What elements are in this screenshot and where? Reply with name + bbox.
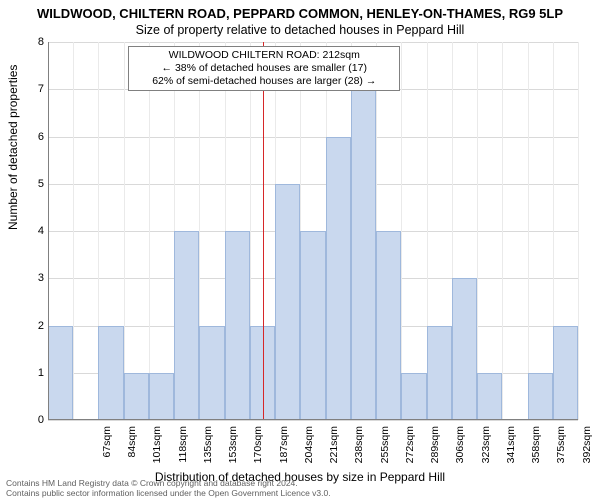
y-tick-label: 6 [26, 131, 44, 143]
histogram-bar [275, 184, 300, 420]
x-tick-label: 306sqm [454, 426, 466, 476]
gridline-h [48, 184, 578, 185]
histogram-bar [452, 278, 477, 420]
x-tick-label: 204sqm [303, 426, 315, 476]
gridline-v [477, 42, 478, 420]
gridline-v [401, 42, 402, 420]
x-tick-label: 323sqm [480, 426, 492, 476]
chart-title-line1: WILDWOOD, CHILTERN ROAD, PEPPARD COMMON,… [0, 0, 600, 21]
x-tick-label: 392sqm [581, 426, 593, 476]
histogram-bar [376, 231, 401, 420]
gridline-v [149, 42, 150, 420]
x-tick-label: 221sqm [328, 426, 340, 476]
histogram-bar [48, 326, 73, 421]
chart-plot-area: 01234567867sqm84sqm101sqm118sqm135sqm153… [48, 42, 578, 420]
footer-line2: Contains public sector information licen… [6, 488, 331, 498]
x-tick-label: 358sqm [530, 426, 542, 476]
histogram-bar [149, 373, 174, 420]
histogram-bar [174, 231, 199, 420]
x-tick-label: 375sqm [555, 426, 567, 476]
annotation-line2: ← 38% of detached houses are smaller (17… [133, 62, 395, 75]
y-tick-label: 5 [26, 178, 44, 190]
x-tick-label: 272sqm [404, 426, 416, 476]
footer-attribution: Contains HM Land Registry data © Crown c… [6, 478, 331, 498]
y-tick-label: 7 [26, 83, 44, 95]
annotation-line3: 62% of semi-detached houses are larger (… [133, 75, 395, 88]
x-tick-label: 341sqm [505, 426, 517, 476]
y-axis-label: Number of detached properties [6, 65, 20, 230]
x-tick-label: 118sqm [177, 426, 189, 476]
histogram-bar [199, 326, 224, 421]
histogram-bar [98, 326, 123, 421]
x-tick-label: 101sqm [151, 426, 163, 476]
histogram-bar [124, 373, 149, 420]
gridline-v [73, 42, 74, 420]
chart-title-line2: Size of property relative to detached ho… [0, 21, 600, 39]
y-axis-line [48, 42, 49, 420]
gridline-v [578, 42, 579, 420]
gridline-v [502, 42, 503, 420]
gridline-h [48, 137, 578, 138]
histogram-bar [401, 373, 426, 420]
x-tick-label: 289sqm [429, 426, 441, 476]
histogram-bar [553, 326, 578, 421]
histogram-bar [351, 89, 376, 420]
y-tick-label: 0 [26, 414, 44, 426]
x-tick-label: 238sqm [353, 426, 365, 476]
annotation-line1: WILDWOOD CHILTERN ROAD: 212sqm [133, 49, 395, 62]
histogram-bar [528, 373, 553, 420]
y-tick-label: 3 [26, 272, 44, 284]
x-tick-label: 135sqm [202, 426, 214, 476]
histogram-bar [477, 373, 502, 420]
gridline-h [48, 42, 578, 43]
y-tick-label: 1 [26, 367, 44, 379]
reference-line [263, 42, 264, 420]
y-tick-label: 2 [26, 320, 44, 332]
y-tick-label: 4 [26, 225, 44, 237]
x-tick-label: 84sqm [126, 426, 138, 476]
x-tick-label: 187sqm [278, 426, 290, 476]
x-axis-line [48, 419, 578, 420]
annotation-box: WILDWOOD CHILTERN ROAD: 212sqm ← 38% of … [128, 46, 400, 91]
gridline-v [124, 42, 125, 420]
x-tick-label: 255sqm [379, 426, 391, 476]
gridline-v [528, 42, 529, 420]
x-tick-label: 153sqm [227, 426, 239, 476]
x-tick-label: 170sqm [252, 426, 264, 476]
x-tick-label: 67sqm [101, 426, 113, 476]
footer-line1: Contains HM Land Registry data © Crown c… [6, 478, 331, 488]
histogram-bar [427, 326, 452, 421]
histogram-bar [326, 137, 351, 421]
histogram-bar [225, 231, 250, 420]
gridline-h [48, 420, 578, 421]
histogram-bar [300, 231, 325, 420]
y-tick-label: 8 [26, 36, 44, 48]
